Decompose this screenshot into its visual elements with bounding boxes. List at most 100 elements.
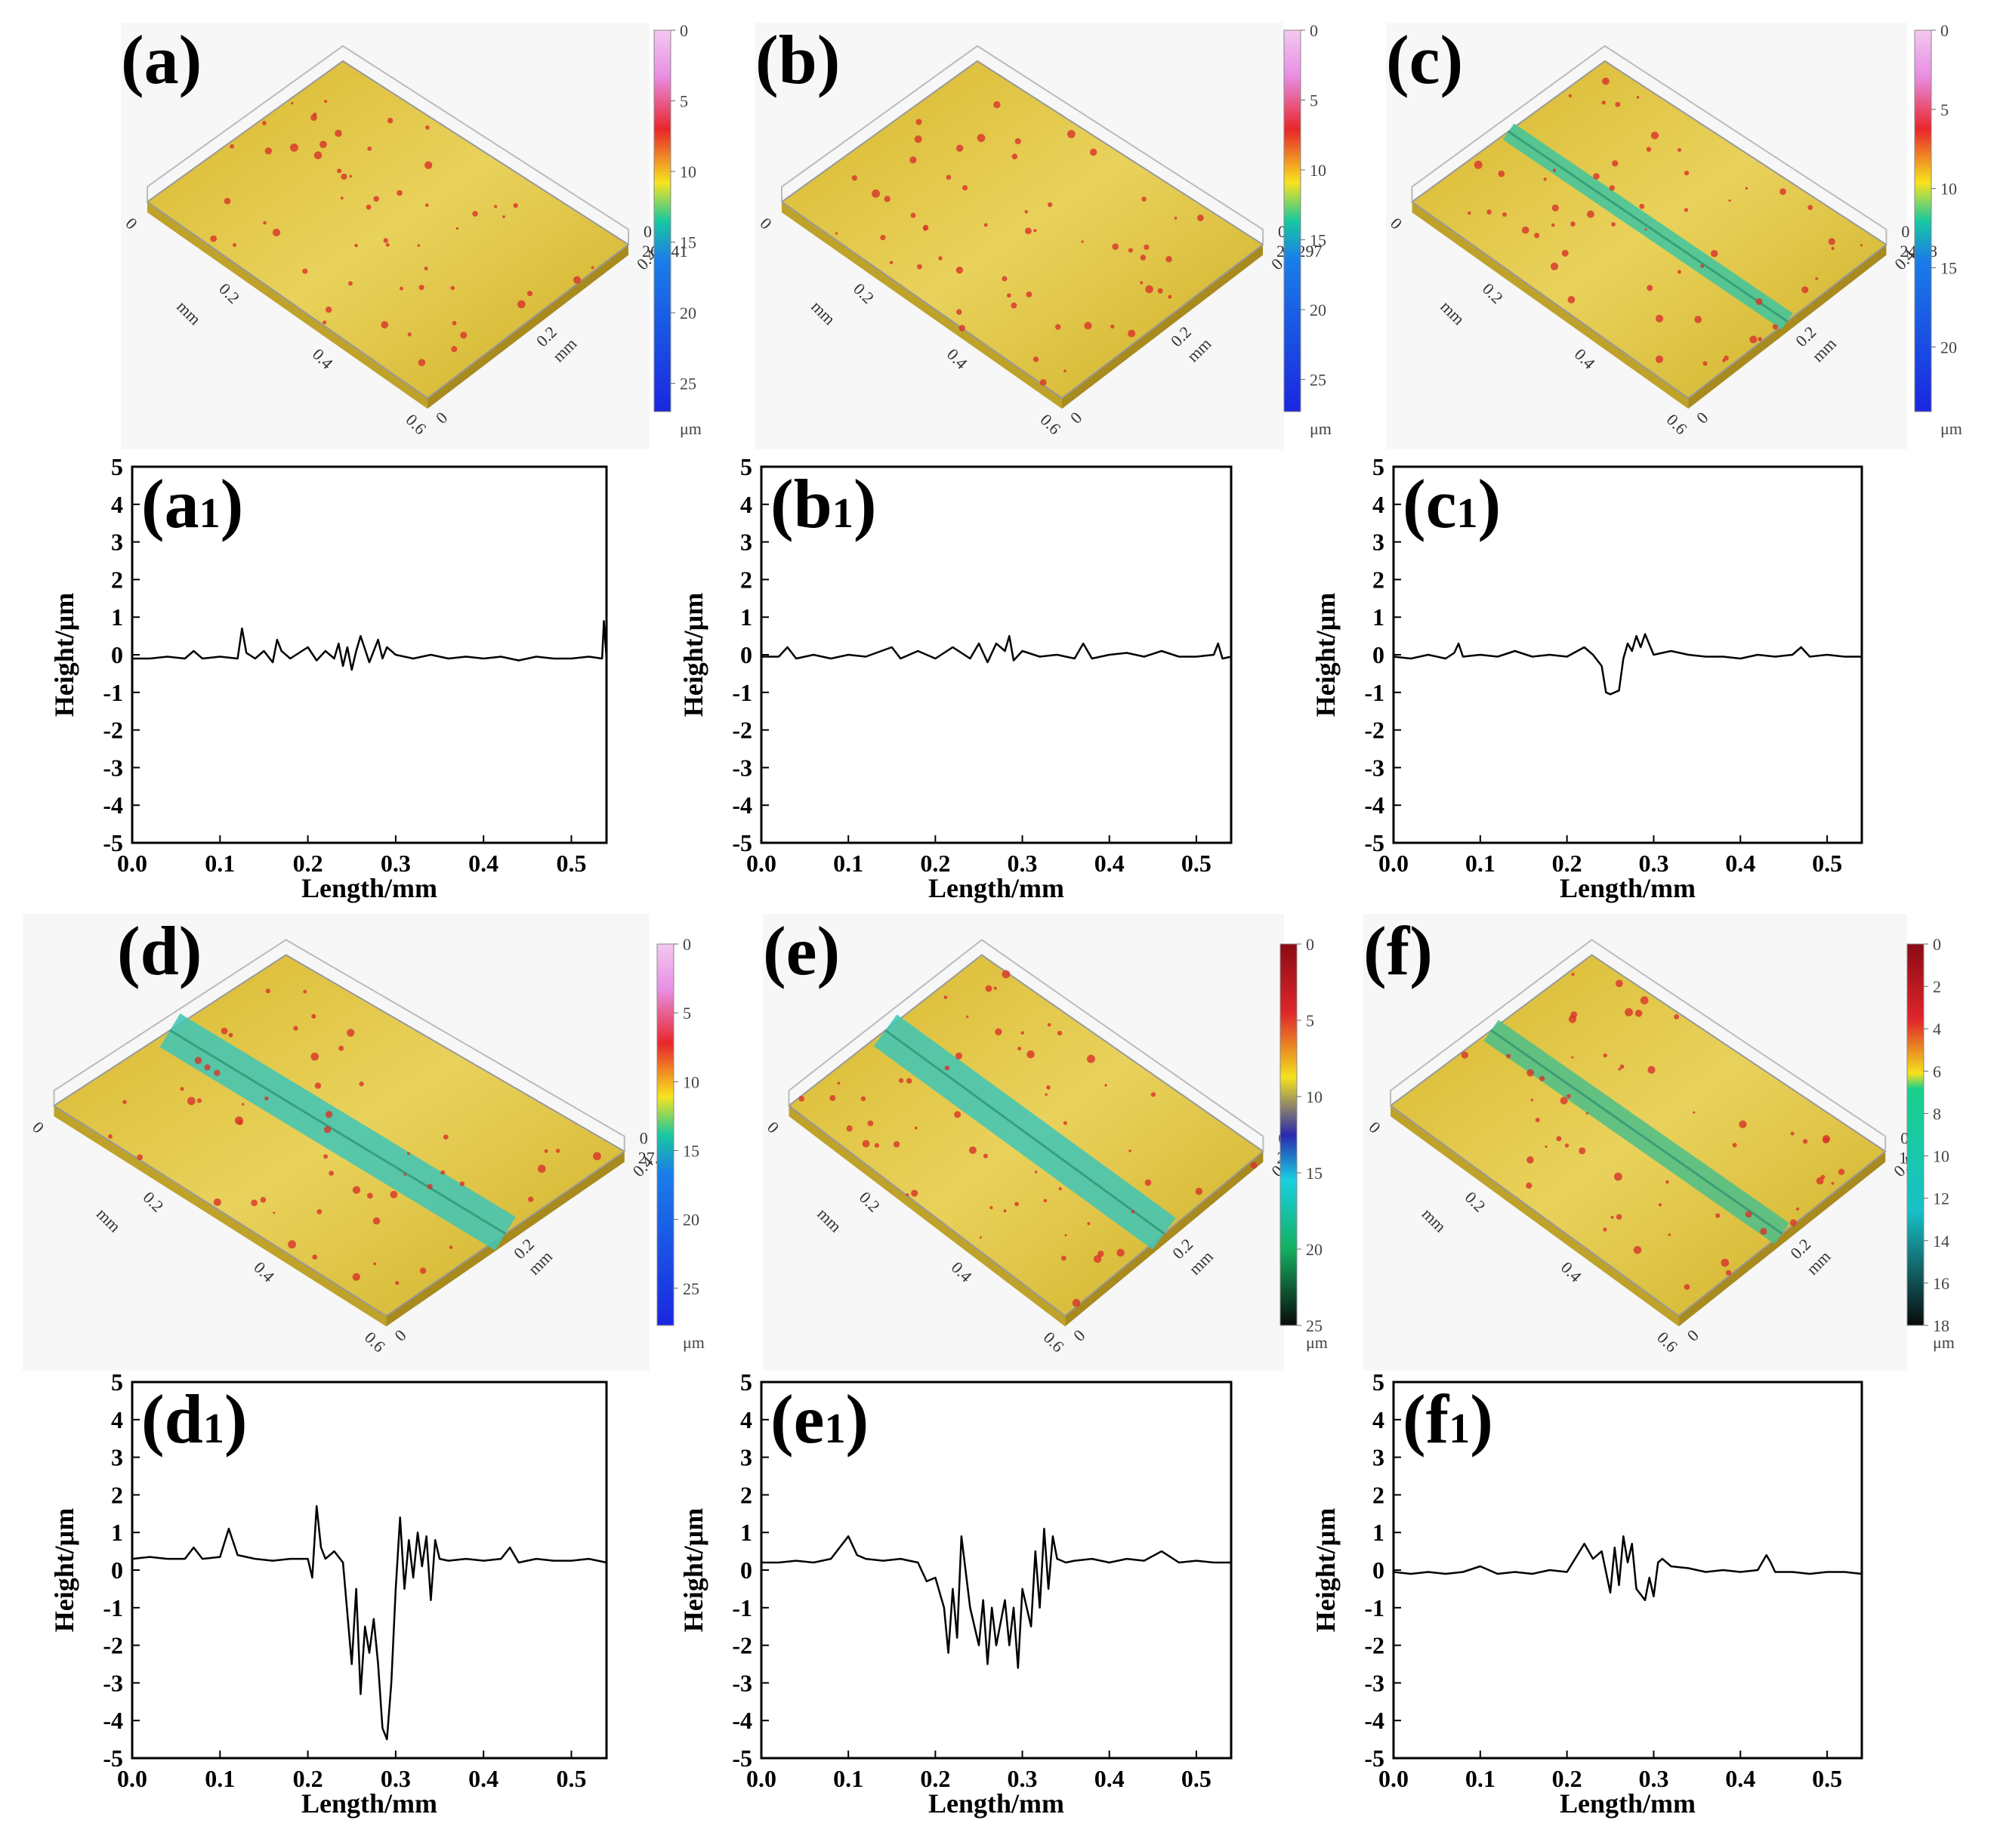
surface-spot [180,1087,184,1091]
colorbar-tick-label: 8 [1933,1104,1941,1123]
surface-spot [241,1103,245,1106]
colorbar-unit: μm [683,1333,705,1352]
y-tick-label: -2 [1364,717,1384,744]
x-tick-label: 0.4 [468,850,498,877]
label-close: ) [221,465,244,542]
surface-spot [1032,356,1039,363]
surface-spot [1593,173,1600,180]
surface-spot [517,300,526,309]
surface-spot [1128,1149,1131,1152]
colorbar-tick-label: 10 [680,162,696,181]
surface-spot [272,228,281,237]
surface-spot [302,268,308,274]
surface-spot [323,1154,329,1159]
profile-chart-f1: 5 4 3 2 1 0 -1 -2 -3 -4 -50.0 0.1 0.2 0.3 0.4 0.5 Length… [1310,1368,1863,1819]
y-tick-label: -1 [1364,1594,1384,1621]
surface-spot [1613,1172,1622,1181]
surface-spot [1609,185,1615,191]
panel-label-c: (c) [1386,21,1463,98]
y-tick-label: -5 [1364,1745,1384,1772]
y-tick-label: 4 [111,491,123,518]
series-line-profile [1393,1535,1863,1602]
colorbar-tick-label: 20 [1306,1240,1323,1259]
surface-spot [1461,1051,1468,1059]
label-subscript: 1 [199,490,221,537]
surface-spot [1014,137,1021,145]
surface-spot [1571,973,1575,976]
profile-chart-d1: 5 4 3 2 1 0 -1 -2 -3 -4 -50.0 0.1 0.2 0.3 0.4 0.5 Length… [49,1368,608,1819]
surface-spot [1551,204,1559,211]
surface-spot [1047,202,1053,208]
surface-spot [1601,100,1606,105]
surface-spot [1011,302,1017,309]
surface-spot [1587,210,1594,218]
y-tick-label: 3 [111,1444,123,1471]
y-tick-label: -1 [103,1594,123,1621]
surface-spot [407,332,412,337]
surface-spot [1526,1156,1534,1164]
y-tick-label: 0 [111,641,123,668]
y-tick-label: 3 [740,1444,752,1471]
surface-spot [1816,1177,1824,1185]
surface-spot [1468,211,1471,215]
surface-spot [1567,295,1576,304]
colorbar [1906,943,1925,1326]
colorbar-tick-label: 10 [1306,1088,1323,1106]
box-frame [53,939,625,1152]
y-tick-label: 1 [740,603,752,631]
label-subscript: 1 [1456,490,1477,537]
surface-spot [591,266,594,270]
label-main: (b [770,465,832,542]
surface-spot [313,113,317,117]
x-tick-label: 0.5 [556,850,586,877]
surface-spot [450,285,455,291]
surface-spot [985,985,992,992]
surface-spot [1640,996,1649,1004]
surface-spot [449,1245,453,1249]
colorbar-tick-label: 4 [1933,1020,1941,1038]
y-tick-label: 5 [740,1368,752,1396]
surface-spot [1684,208,1689,212]
surface-spot [210,235,218,242]
surface-spot [1017,1046,1022,1050]
colorbar-tick-label: 0 [683,935,691,954]
surface-spot [528,1196,534,1202]
surface-spot [1174,217,1178,220]
surface-spot [1838,1168,1845,1175]
surface-spot [387,117,394,124]
colorbar-tick-label: 0 [680,21,688,40]
x-axis-title: Length/mm [1560,1788,1696,1819]
surface-spot [1561,249,1569,257]
label-main: (d [141,1381,203,1458]
profile-chart-a1: 5 4 3 2 1 0 -1 -2 -3 -4 -50.0 0.1 0.2 0.3 0.4 0.5 Length… [49,453,608,903]
surface-spot [383,238,388,243]
surface-spot [1760,1227,1767,1236]
topography-panel-d: 00.20.40.6mm00.20.4mm027.70510152025μm(d… [23,912,705,1371]
surface-spot [914,135,922,143]
surface-spot [1633,1245,1642,1254]
surface-spot [1087,1222,1091,1226]
surface-spot [910,212,916,218]
panel-label-a: (a) [121,21,202,98]
surface-spot [1831,1182,1835,1185]
surface-spot [221,1027,228,1035]
colorbar [1283,29,1301,412]
surface-spot [1644,228,1647,231]
surface-spot [1033,229,1037,233]
surface-spot [341,173,347,180]
y-tick-label: 5 [1372,1368,1384,1396]
surface-spot [968,1146,977,1154]
y-tick-label: -4 [103,1707,123,1734]
surface-spot [1647,285,1653,292]
surface-spot [1721,1258,1730,1267]
surface-spot [459,1181,465,1186]
surface-spot [1611,222,1616,227]
surface-spot [1140,281,1144,285]
x-tick-label: 0.5 [1812,850,1842,877]
surface-spot [443,1134,449,1140]
x-tick-label: 0.2 [1552,850,1582,877]
colorbar [1914,29,1932,412]
surface-spot [1141,196,1147,202]
y-tick-label: 1 [111,603,123,631]
y-tick-label: 0 [111,1556,123,1584]
